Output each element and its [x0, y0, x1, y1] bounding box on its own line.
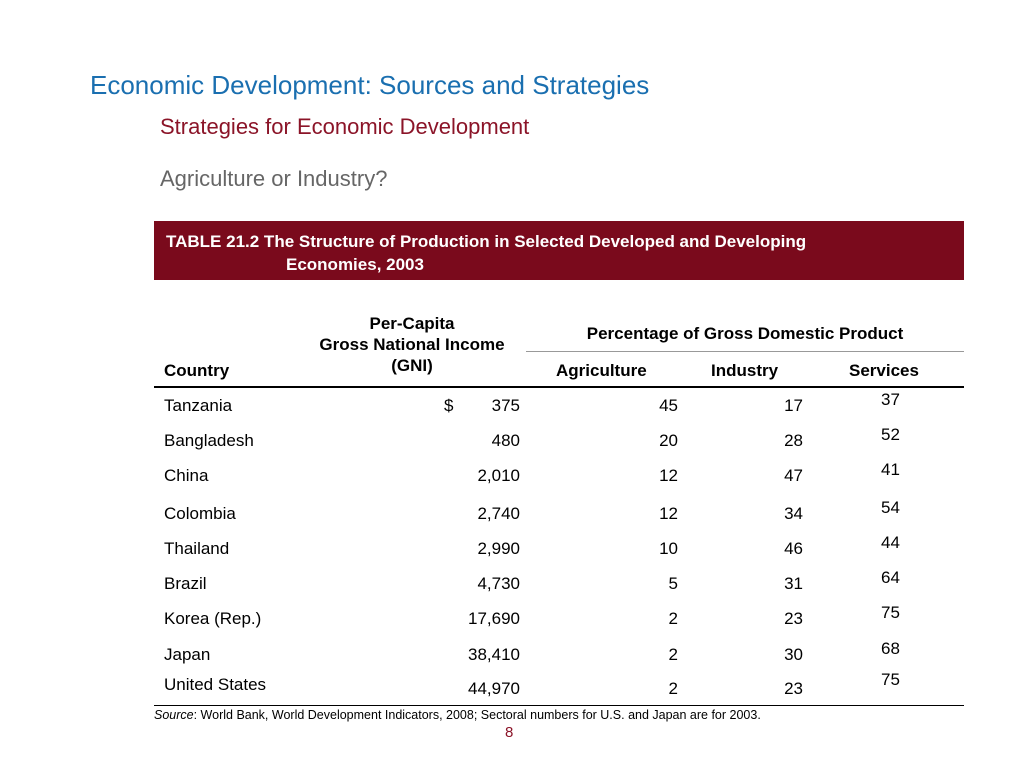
- cell-services: 64: [881, 568, 900, 587]
- header-agriculture: Agriculture: [556, 361, 647, 380]
- cell-gni: 4,730: [477, 574, 520, 593]
- cell-services: 54: [881, 498, 900, 517]
- cell-gni: 375: [491, 396, 520, 415]
- cell-agriculture: 2: [668, 609, 678, 628]
- header-group-rule: [526, 351, 964, 352]
- cell-country: Brazil: [164, 574, 207, 593]
- header-gni-line2: Gross National Income: [319, 335, 505, 354]
- cell-agriculture: 2: [668, 645, 678, 664]
- cell-gni: 2,990: [477, 539, 520, 558]
- source-label: Source: [154, 708, 194, 722]
- cell-agriculture: 12: [659, 466, 678, 485]
- header-gni-line1: Per-Capita: [369, 314, 455, 333]
- cell-services: 68: [881, 639, 900, 658]
- slide-title: Economic Development: Sources and Strate…: [90, 70, 650, 100]
- cell-services: 75: [881, 603, 900, 622]
- cell-agriculture: 45: [659, 396, 678, 415]
- cell-industry: 28: [784, 431, 803, 450]
- cell-industry: 47: [784, 466, 803, 485]
- cell-services: 75: [881, 670, 900, 689]
- cell-industry: 23: [784, 679, 803, 698]
- table-caption-line1: TABLE 21.2 The Structure of Production i…: [166, 232, 807, 251]
- cell-industry: 46: [784, 539, 803, 558]
- cell-agriculture: 5: [668, 574, 678, 593]
- header-gdp-group: Percentage of Gross Domestic Product: [586, 324, 904, 343]
- cell-industry: 23: [784, 609, 803, 628]
- cell-country: Colombia: [164, 504, 236, 523]
- cell-country: Tanzania: [164, 396, 233, 415]
- cell-gni: 17,690: [468, 609, 520, 628]
- source-text: : World Bank, World Development Indicato…: [193, 708, 761, 722]
- cell-industry: 17: [784, 396, 803, 415]
- cell-currency-symbol: $: [444, 396, 454, 415]
- cell-services: 44: [881, 533, 900, 552]
- cell-country: United States: [164, 675, 267, 694]
- header-industry: Industry: [711, 361, 779, 380]
- cell-gni: 2,010: [477, 466, 520, 485]
- header-gni-line3: (GNI): [391, 356, 433, 375]
- slide-question: Agriculture or Industry?: [160, 166, 388, 191]
- cell-country: Bangladesh: [164, 431, 254, 450]
- cell-industry: 31: [784, 574, 803, 593]
- cell-country: Korea (Rep.): [164, 609, 262, 628]
- cell-country: Japan: [164, 645, 211, 664]
- cell-agriculture: 10: [659, 539, 678, 558]
- header-country: Country: [164, 361, 230, 380]
- cell-gni: 2,740: [477, 504, 520, 523]
- cell-services: 52: [881, 425, 900, 444]
- cell-services: 37: [881, 390, 900, 409]
- cell-country: Thailand: [164, 539, 230, 558]
- cell-agriculture: 2: [668, 679, 678, 698]
- source-note: Source: World Bank, World Development In…: [154, 708, 761, 722]
- cell-industry: 34: [784, 504, 803, 523]
- cell-agriculture: 20: [659, 431, 678, 450]
- table-caption-line2: Economies, 2003: [286, 255, 424, 274]
- header-bottom-rule: [154, 386, 964, 388]
- cell-agriculture: 12: [659, 504, 678, 523]
- cell-gni: 480: [491, 431, 520, 450]
- cell-country: China: [164, 466, 209, 485]
- page-number: 8: [505, 724, 514, 741]
- table-bottom-rule: [154, 705, 964, 706]
- slide-subtitle: Strategies for Economic Development: [160, 114, 530, 139]
- cell-services: 41: [881, 460, 900, 479]
- cell-gni: 44,970: [468, 679, 520, 698]
- header-gni: Per-Capita Gross National Income (GNI): [304, 313, 520, 376]
- table-caption-banner: TABLE 21.2 The Structure of Production i…: [154, 221, 964, 280]
- cell-gni: 38,410: [468, 645, 520, 664]
- header-services: Services: [849, 361, 919, 380]
- cell-industry: 30: [784, 645, 803, 664]
